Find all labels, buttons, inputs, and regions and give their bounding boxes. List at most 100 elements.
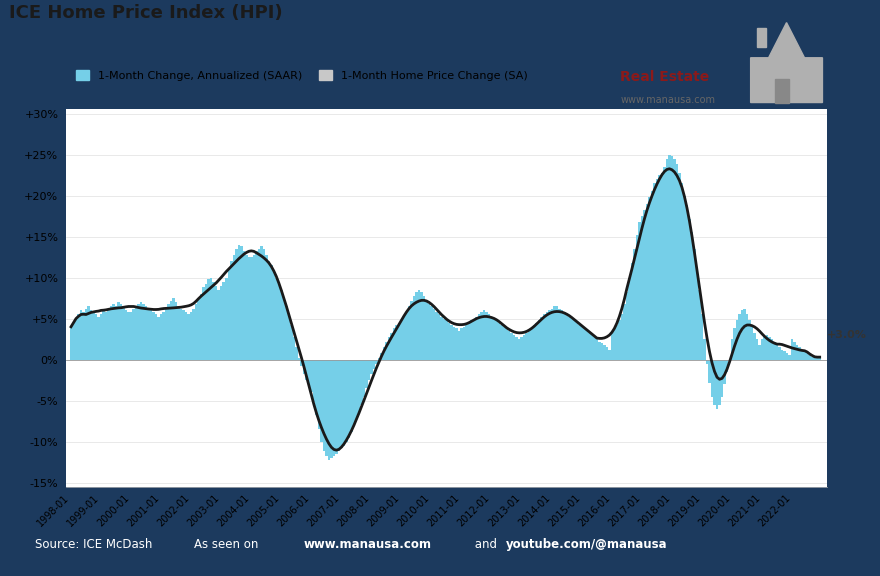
Bar [232,255,235,359]
Bar [706,359,708,363]
Bar [385,358,388,359]
Bar [368,359,370,380]
Bar [185,355,187,359]
Bar [240,247,243,359]
Bar [488,314,490,359]
Bar [80,310,82,359]
Bar [425,301,428,359]
Bar [448,357,451,359]
Bar [490,317,493,359]
Bar [671,156,673,359]
Bar [531,328,533,359]
Bar [596,339,598,359]
Bar [608,350,611,359]
Bar [650,346,653,359]
Bar [295,347,297,359]
Bar [811,357,813,359]
Bar [365,359,368,388]
Bar [80,355,82,359]
Bar [232,351,235,359]
Bar [160,355,163,359]
Bar [422,295,425,359]
Bar [395,357,398,359]
Bar [540,317,543,359]
Bar [297,358,300,359]
Bar [403,357,406,359]
Bar [546,355,548,359]
Bar [262,351,265,359]
Bar [99,314,102,359]
Bar [501,357,503,359]
Bar [243,351,245,359]
Bar [360,359,363,405]
Bar [357,359,360,363]
Bar [433,355,436,359]
Bar [388,336,390,359]
Bar [421,293,422,359]
Bar [407,355,410,359]
Bar [308,359,310,362]
Bar [721,359,723,363]
Bar [197,355,200,359]
Bar [341,359,342,367]
Bar [421,354,422,359]
Bar [70,357,72,359]
Bar [688,218,691,359]
Bar [72,323,75,359]
Bar [87,306,90,359]
Text: www.manausa.com: www.manausa.com [304,538,431,551]
Bar [175,302,178,359]
Bar [656,345,658,359]
Bar [200,294,202,359]
Bar [528,331,531,359]
Bar [335,359,338,454]
Bar [585,331,588,359]
Bar [698,290,700,359]
Bar [320,359,323,442]
Bar [686,206,688,359]
Bar [202,354,205,359]
Bar [422,354,425,359]
Bar [618,357,620,359]
Bar [818,357,821,359]
Bar [330,359,333,368]
Bar [98,357,99,359]
Bar [779,347,781,359]
Bar [245,351,247,359]
Bar [458,331,460,359]
Bar [665,158,668,359]
Bar [583,328,585,359]
Bar [200,354,202,359]
Bar [280,354,282,359]
Bar [458,357,460,359]
Bar [147,309,150,359]
Bar [696,352,698,359]
Bar [303,359,305,374]
Bar [726,359,729,361]
Bar [466,357,468,359]
Bar [753,334,756,359]
Bar [90,310,92,359]
Bar [543,355,546,359]
Bar [273,352,275,359]
Text: Manausa: Manausa [665,45,729,58]
Bar [596,358,598,359]
Bar [282,298,285,359]
Bar [759,345,761,359]
Bar [312,359,315,402]
Bar [658,175,661,359]
Bar [390,334,392,359]
Bar [703,339,706,359]
Bar [303,359,305,361]
Bar [523,335,525,359]
Bar [730,339,733,359]
Bar [277,284,280,359]
Bar [258,249,260,359]
Bar [756,339,759,359]
Bar [175,355,178,359]
Bar [558,309,561,359]
Bar [741,310,744,359]
Bar [253,351,255,359]
Bar [90,355,92,359]
Bar [84,355,87,359]
